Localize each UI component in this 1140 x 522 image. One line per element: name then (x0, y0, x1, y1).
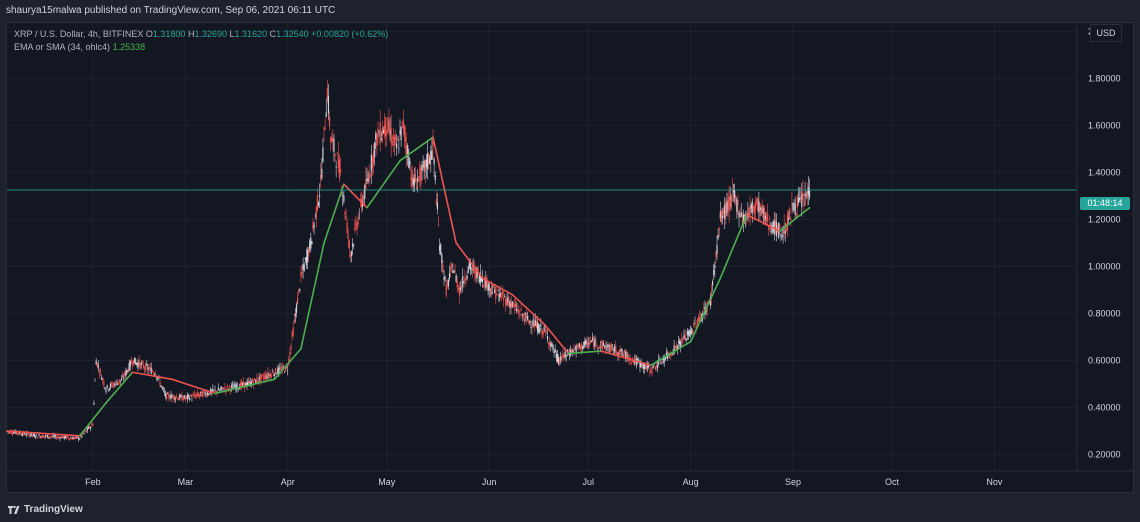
low-label: L (229, 29, 235, 39)
moving-average-segment (745, 213, 781, 233)
price-tick-label: 1.00000 (1088, 261, 1121, 271)
time-tick-label: Nov (986, 477, 1003, 487)
moving-average-segment (273, 347, 302, 381)
chart-legend: XRP / U.S. Dollar, 4h, BITFINEX O1.31800… (14, 28, 388, 54)
open-label: O (145, 29, 153, 39)
moving-average (6, 136, 811, 437)
brand-name[interactable]: TradingView (24, 504, 83, 515)
moving-average-segment (567, 350, 603, 355)
moving-average-segment (778, 206, 811, 233)
chart-pane[interactable] (6, 22, 1134, 493)
open-value: 1.31800 (152, 29, 186, 39)
time-tick-label: Apr (281, 477, 295, 487)
price-tick-label: 0.80000 (1088, 308, 1121, 318)
time-tick-label: Oct (885, 477, 900, 487)
moving-average-segment (399, 136, 434, 162)
publisher-line: shaurya15malwa published on TradingView.… (0, 0, 1140, 22)
time-tick-label: Jul (582, 477, 594, 487)
moving-average-segment (78, 402, 107, 437)
time-tick-label: May (378, 477, 396, 487)
price-tick-label: 1.80000 (1088, 73, 1121, 83)
candles (6, 79, 811, 442)
tradingview-logo-icon[interactable] (8, 504, 20, 516)
price-tick-label: 1.20000 (1088, 214, 1121, 224)
currency-button[interactable]: USD (1090, 24, 1122, 42)
moving-average-segment (481, 277, 514, 296)
low-value: 1.31620 (234, 29, 268, 39)
high-value: 1.32690 (194, 29, 228, 39)
time-tick-label: Feb (85, 477, 101, 487)
moving-average-segment (131, 371, 173, 381)
indicator-value: 1.25338 (112, 42, 146, 52)
moving-average-segment (719, 213, 748, 280)
moving-average-segment (323, 183, 345, 244)
high-label: H (187, 29, 195, 39)
moving-average-segment (366, 159, 401, 209)
time-tick-label: Jun (482, 477, 497, 487)
time-tick-label: Sep (785, 477, 801, 487)
price-tick-label: 0.40000 (1088, 403, 1121, 413)
moving-average-segment (214, 378, 276, 395)
moving-average-segment (105, 371, 134, 404)
price-tick-label: 0.20000 (1088, 450, 1121, 460)
countdown-price-tag: 01:48:14 (1080, 197, 1130, 210)
moving-average-segment (650, 340, 692, 367)
footer: TradingView (0, 498, 1140, 522)
time-tick-label: Aug (683, 477, 699, 487)
moving-average-segment (6, 430, 81, 437)
moving-average-segment (455, 242, 484, 280)
time-tick-label: Mar (178, 477, 194, 487)
price-tick-label: 1.60000 (1088, 120, 1121, 130)
close-value: 1.32540 (276, 29, 309, 39)
time-axis[interactable]: Feb Mar Apr May Jun Jul Aug Sep Oct Nov (7, 470, 1133, 487)
moving-average-segment (300, 242, 325, 350)
moving-average-segment (511, 293, 547, 327)
grid (7, 22, 1077, 471)
moving-average-segment (171, 378, 216, 395)
price-axis[interactable]: 2.000001.800001.600001.400001.200001.000… (1076, 22, 1121, 471)
symbol-label[interactable]: XRP / U.S. Dollar, 4h, BITFINEX (14, 29, 144, 39)
moving-average-segment (343, 183, 368, 209)
moving-average-segment (600, 350, 652, 367)
close-label: C (269, 29, 277, 39)
moving-average-segment (689, 277, 722, 343)
change-value: +0.00820 (+0.62%) (311, 29, 389, 39)
price-tick-label: 0.60000 (1088, 356, 1121, 366)
price-tick-label: 1.40000 (1088, 167, 1121, 177)
indicator-label[interactable]: EMA or SMA (34, ohlc4) (14, 42, 111, 52)
moving-average-segment (544, 324, 570, 355)
